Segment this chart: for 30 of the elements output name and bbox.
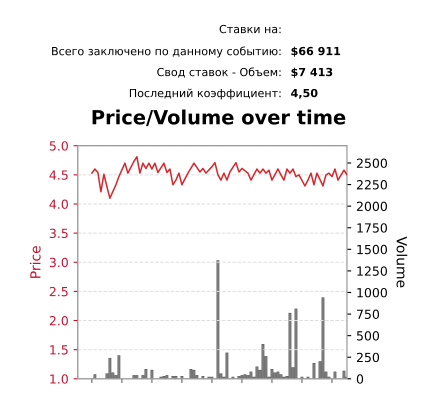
text: Последний коэффициент: (130, 88, 281, 100)
text: Всего заключено по данному событию: (52, 46, 281, 58)
y2-tick-label: 2000 (356, 202, 387, 212)
y-tick-label: 1.0 (50, 374, 68, 384)
y-tick-label: 3.5 (50, 228, 68, 238)
y2-tick-label: 0 (356, 374, 364, 384)
y-tick-label: 2.0 (50, 316, 68, 326)
text: Свод ставок - Объем: (157, 67, 281, 78)
text: Ставки на: (220, 24, 281, 34)
y-tick-label: 1.5 (50, 345, 68, 355)
y-tick-label: 3.0 (50, 258, 68, 268)
y2-tick-label: 2500 (356, 158, 387, 168)
y2-axis-title: Volume (396, 236, 408, 288)
text: 4,50 (291, 88, 318, 99)
y2-tick-label: 1750 (357, 223, 387, 233)
chart-title: Price/Volume over time (92, 110, 346, 126)
y-tick-label: 2.5 (50, 286, 68, 296)
y-tick-label: 5.0 (50, 141, 68, 151)
y2-tick-label: 500 (356, 331, 380, 341)
y2-tick-label: 250 (356, 352, 380, 362)
y2-tick-label: 750 (357, 310, 380, 319)
y2-tick-label: 2250 (356, 180, 387, 190)
y-tick-label: 4.0 (49, 199, 68, 209)
y2-tick-label: 1500 (357, 244, 387, 254)
y-tick-label: 4.5 (49, 170, 68, 180)
text: $66 911 (291, 46, 340, 57)
y2-tick-label: 1000 (357, 288, 387, 298)
text: $7 413 (291, 68, 332, 78)
y-axis-title: Price (30, 246, 41, 278)
y2-tick-label: 1250 (357, 266, 387, 276)
